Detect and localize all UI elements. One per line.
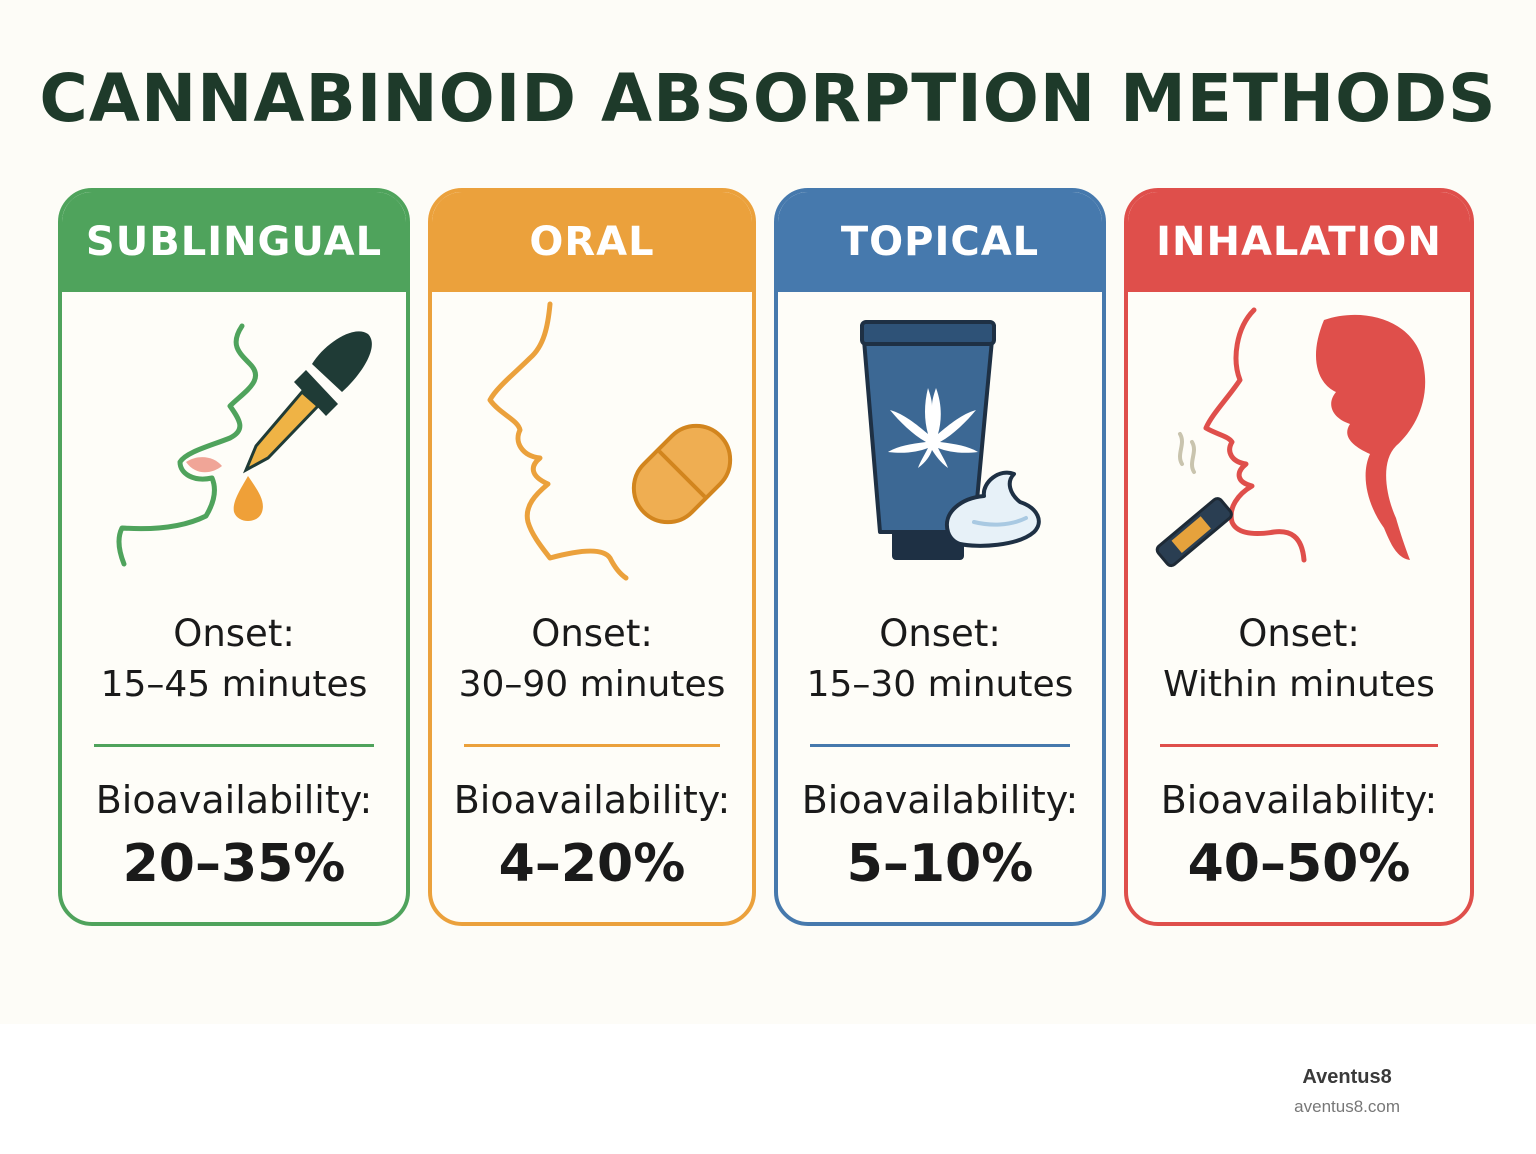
onset-value: 15–30 minutes: [806, 664, 1074, 705]
onset-label: Onset:: [879, 612, 1001, 655]
bioavailability-value: 20–35%: [122, 834, 346, 894]
head-profile-with-vape-pen-icon: [1128, 296, 1470, 716]
divider: [94, 744, 374, 747]
onset-label: Onset:: [531, 612, 653, 655]
card-header-inhalation: INHALATION: [1128, 192, 1470, 292]
page-title: CANNABINOID ABSORPTION METHODS: [39, 60, 1497, 137]
bioavailability-value: 4–20%: [498, 834, 686, 894]
onset-label: Onset:: [1238, 612, 1360, 655]
card-header-oral: ORAL: [432, 192, 752, 292]
bioavailability-label: Bioavailability:: [1160, 778, 1438, 822]
bioavailability-value: 5–10%: [846, 834, 1034, 894]
bioavailability-label: Bioavailability:: [95, 778, 373, 822]
card-sublingual: SUBLINGUAL Onset: 15–45 minutes Bioavail…: [58, 188, 410, 926]
cream-tube-with-cannabis-leaf-icon: [778, 296, 1102, 716]
card-oral: ORAL Onset: 30–90 minutes Bioavailabilit…: [428, 188, 756, 926]
onset-value: Within minutes: [1163, 664, 1435, 705]
card-topical: TOPICAL Onset: 15–30 minutes Bioavailabi…: [774, 188, 1106, 926]
card-header-topical: TOPICAL: [778, 192, 1102, 292]
brand-url: aventus8.com: [1294, 1097, 1400, 1116]
tincture-dropper-under-tongue-icon: [62, 296, 406, 716]
onset-value: 15–45 minutes: [100, 664, 368, 705]
card-inhalation: INHALATION Onset: Within minutes Bioavai…: [1124, 188, 1474, 926]
card-header-sublingual: SUBLINGUAL: [62, 192, 406, 292]
bioavailability-label: Bioavailability:: [801, 778, 1079, 822]
onset-label: Onset:: [173, 612, 295, 655]
infographic-canvas: CANNABINOID ABSORPTION METHODS SUBLINGUA…: [39, 60, 1497, 926]
bioavailability-value: 40–50%: [1187, 834, 1411, 894]
bioavailability-label: Bioavailability:: [453, 778, 731, 822]
divider: [810, 744, 1070, 747]
brand-watermark: Aventus8 aventus8.com: [1294, 1066, 1400, 1117]
onset-value: 30–90 minutes: [458, 664, 726, 705]
brand-name: Aventus8: [1302, 1066, 1392, 1088]
face-profile-with-capsule-icon: [432, 296, 752, 716]
divider: [464, 744, 720, 747]
divider: [1160, 744, 1438, 747]
